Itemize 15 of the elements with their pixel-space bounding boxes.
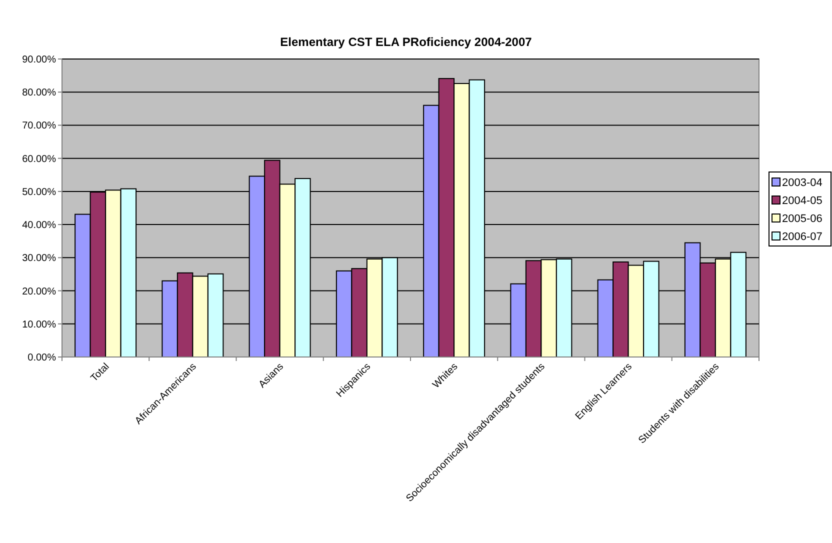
legend-label: 2005-06 [782, 212, 822, 225]
legend-label: 2006-07 [782, 230, 822, 243]
legend-label: 2003-04 [782, 176, 822, 189]
y-tick-label: 10.00% [22, 319, 56, 330]
y-tick-label: 50.00% [22, 186, 56, 198]
y-tick-label: 30.00% [22, 253, 56, 264]
y-tick-label: 0.00% [28, 352, 56, 364]
y-tick-label: 60.00% [22, 154, 56, 165]
y-tick-label: 80.00% [22, 88, 56, 99]
y-tick-label: 20.00% [22, 286, 56, 298]
chart-title: Elementary CST ELA PRoficiency 2004-2007 [280, 35, 532, 49]
y-tick-label: 40.00% [22, 220, 56, 232]
y-tick-label: 70.00% [22, 120, 56, 132]
y-tick-label: 90.00% [22, 54, 56, 66]
legend-label: 2004-05 [782, 194, 822, 207]
